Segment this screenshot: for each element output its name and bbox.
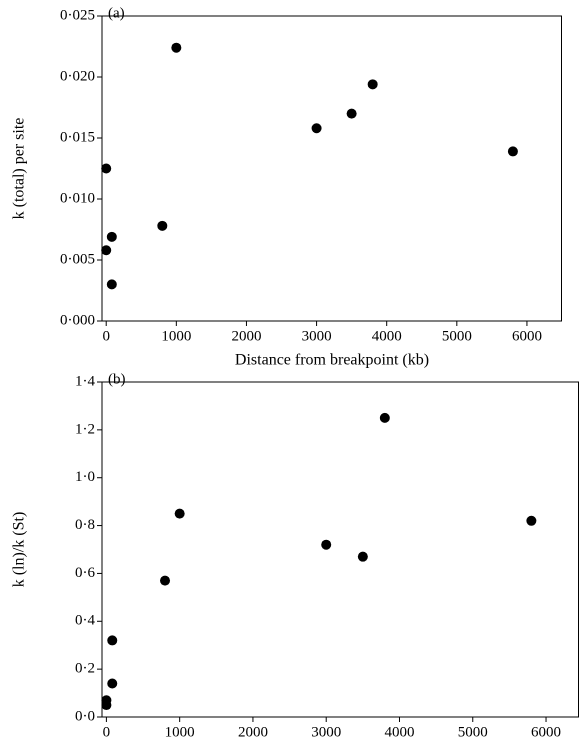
x-tick-label: 3000	[311, 724, 341, 740]
y-tick-label: 0·015	[60, 129, 95, 145]
y-tick-label: 0·025	[60, 7, 95, 23]
point	[367, 79, 378, 90]
y-tick-label: 0·4	[75, 613, 95, 629]
point	[321, 539, 332, 550]
x-tick-label: 2000	[238, 724, 268, 740]
y-axis-label: k (ln)/k (St)	[11, 512, 28, 588]
y-tick-label: 0·010	[60, 190, 95, 206]
y-tick-label: 0·005	[60, 251, 95, 267]
point	[357, 551, 368, 562]
plot-frame	[101, 381, 579, 718]
x-tick-label: 1000	[161, 328, 191, 344]
panel-label: (b)	[108, 371, 126, 387]
point	[311, 123, 322, 134]
y-tick-label: 0·8	[75, 517, 95, 533]
y-axis-label: k (total) per site	[11, 118, 28, 220]
x-tick-label: 0	[103, 724, 111, 740]
point	[157, 220, 168, 231]
point	[507, 146, 518, 157]
y-tick-label: 0·000	[60, 312, 95, 328]
x-tick-label: 1000	[165, 724, 195, 740]
x-tick-label: 5000	[458, 724, 488, 740]
y-tick-label: 0·020	[60, 68, 95, 84]
point	[101, 163, 112, 174]
x-tick-label: 5000	[442, 328, 472, 344]
y-tick-label: 1·4	[75, 373, 95, 389]
point	[174, 508, 185, 519]
point	[160, 575, 171, 586]
point	[379, 412, 390, 423]
panel-label: (a)	[108, 5, 125, 21]
x-tick-label: 0	[102, 328, 110, 344]
y-tick-label: 0·6	[75, 565, 95, 581]
x-tick-label: 4000	[372, 328, 402, 344]
x-tick-label: 6000	[531, 724, 561, 740]
x-axis-label: Distance from breakpoint (kb)	[235, 748, 429, 749]
point	[106, 231, 117, 242]
y-tick-label: 0·2	[75, 661, 95, 677]
x-tick-label: 4000	[384, 724, 414, 740]
point	[106, 279, 117, 290]
plot-frame	[101, 15, 562, 322]
y-tick-label: 1·2	[75, 421, 95, 437]
x-tick-label: 3000	[302, 328, 332, 344]
x-axis-label: Distance from breakpoint (kb)	[235, 352, 429, 369]
point	[346, 108, 357, 119]
y-tick-label: 0·0	[75, 708, 95, 724]
point	[107, 635, 118, 646]
point	[171, 42, 182, 53]
x-tick-label: 2000	[231, 328, 261, 344]
x-tick-label: 6000	[512, 328, 542, 344]
point	[107, 678, 118, 689]
point	[101, 245, 112, 256]
point	[101, 700, 112, 711]
y-tick-label: 1·0	[75, 469, 95, 485]
point	[526, 515, 537, 526]
